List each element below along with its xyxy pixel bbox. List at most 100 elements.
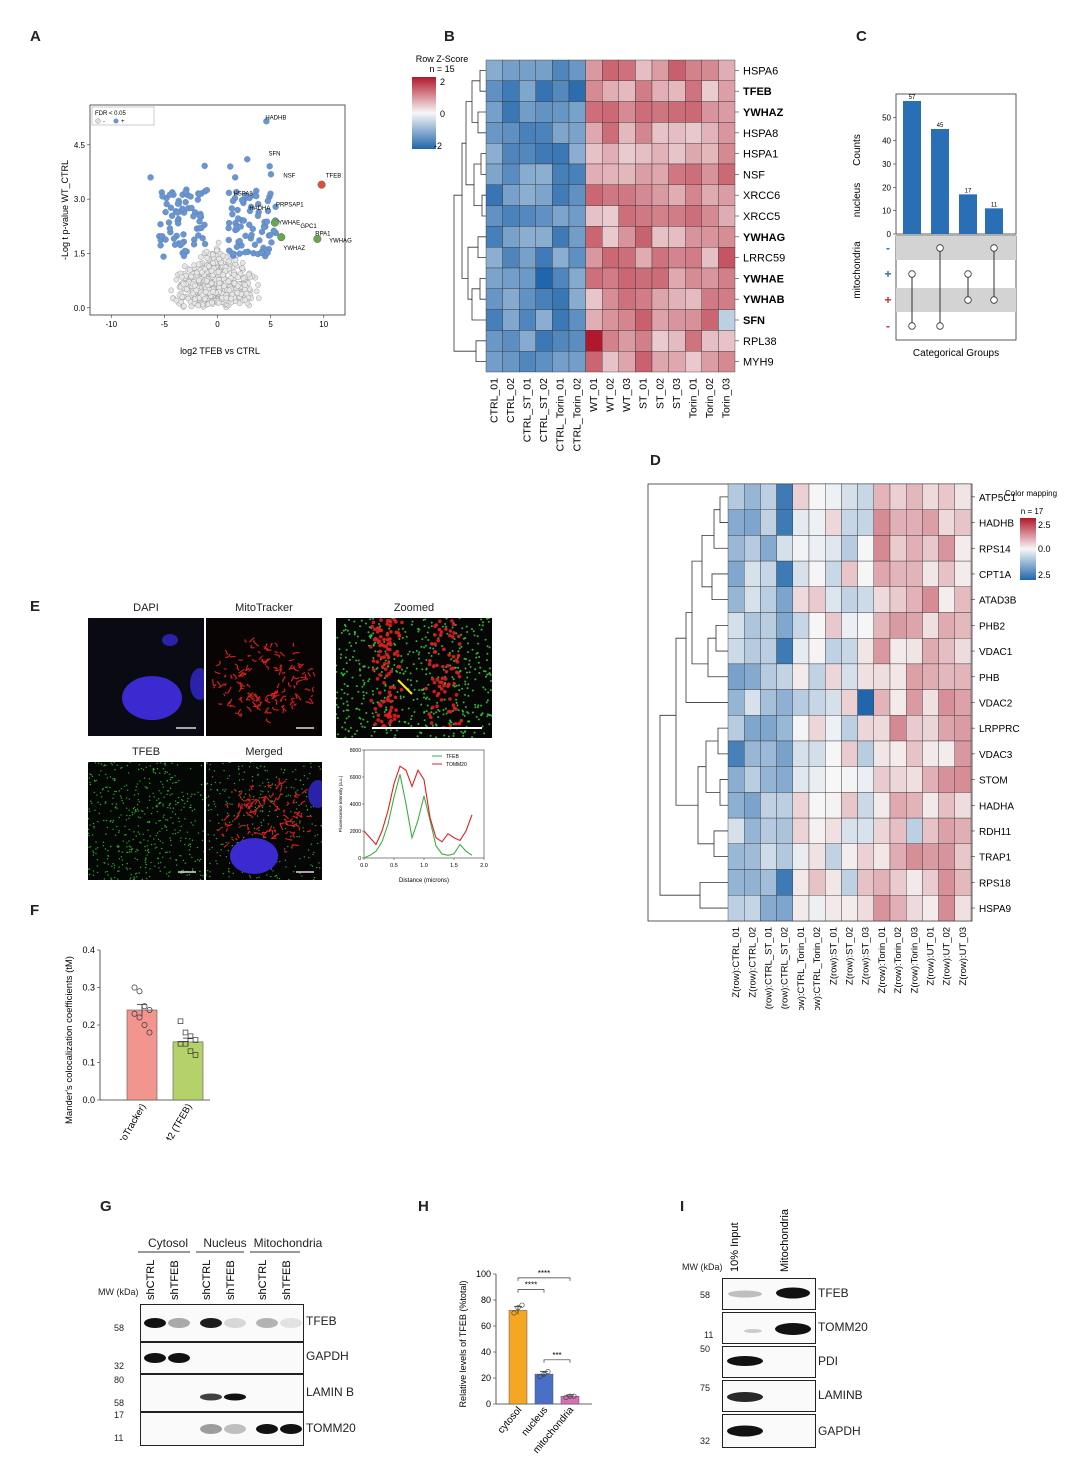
zoom-red-puncta	[375, 677, 380, 681]
heatmap-b-cell	[618, 226, 636, 248]
merged-green-puncta	[273, 826, 275, 829]
profile-line-marker	[397, 679, 413, 695]
zoom-green-puncta	[422, 696, 425, 699]
tfeb-puncta	[113, 761, 115, 764]
zoom-red-puncta	[378, 672, 382, 677]
mito-filament	[244, 639, 248, 643]
heatmap-b-cell	[552, 142, 570, 165]
volcano-point-ns	[231, 280, 238, 287]
volcano-legend-minus: -	[103, 119, 105, 125]
tfeb-puncta	[157, 862, 160, 864]
zoom-green-puncta	[458, 689, 461, 692]
zoom-red-puncta	[433, 624, 437, 628]
zoom-green-puncta	[410, 714, 413, 717]
heatmap-d-row-label: RPS14	[979, 544, 1011, 555]
zoom-red-puncta	[446, 663, 450, 668]
merged-red-filament	[300, 812, 303, 818]
tfeb-puncta	[162, 803, 164, 805]
line-profile-y-label: Fluorescence intensity (a.u.)	[338, 775, 343, 832]
heatmap-b-cell	[502, 142, 520, 165]
merged-red-filament	[233, 815, 239, 821]
heatmap-d-cell	[792, 792, 810, 819]
heatmap-b-dendro-branch	[467, 246, 478, 300]
merged-green-puncta	[225, 788, 227, 791]
zoom-green-puncta	[415, 649, 418, 652]
heatmap-d-cell	[906, 637, 923, 665]
merged-red-filament	[223, 814, 230, 822]
tfeb-puncta	[153, 838, 155, 840]
heatmap-d-cell	[727, 560, 745, 587]
merged-green-puncta	[313, 876, 316, 879]
tfeb-puncta	[158, 867, 160, 869]
zoom-red-puncta	[457, 642, 462, 646]
volcano-point-ns	[202, 289, 209, 295]
heatmap-b-cell	[635, 205, 653, 227]
merged-green-puncta	[256, 807, 259, 809]
heatmap-b-cell	[485, 246, 503, 269]
merged-red-filament	[238, 791, 243, 797]
tfeb-puncta	[112, 778, 114, 780]
tfeb-puncta	[199, 870, 201, 873]
volcano-point-sig	[168, 212, 176, 219]
merged-green-puncta	[221, 819, 223, 821]
tfeb-puncta	[128, 817, 130, 820]
merged-green-puncta	[256, 815, 259, 817]
zoom-red-puncta	[375, 630, 380, 634]
heatmap-b-cell	[601, 267, 619, 289]
upset-x-label: Categorical Groups	[913, 348, 999, 359]
heatmap-b-cell	[718, 142, 736, 165]
tfeb-puncta	[105, 819, 108, 822]
heatmap-b-dendro-branch	[471, 80, 480, 123]
heatmap-b-cell	[668, 122, 686, 144]
zoom-green-puncta	[418, 651, 421, 654]
zoom-green-puncta	[480, 618, 483, 621]
merged-red-filament	[238, 824, 244, 828]
zoom-green-puncta	[405, 635, 408, 638]
tfeb-puncta	[138, 764, 140, 766]
zoom-red-puncta	[437, 619, 442, 624]
merged-red-filament	[257, 805, 262, 808]
heatmap-d-cell	[776, 792, 794, 819]
volcano-point-ns	[221, 283, 228, 290]
heatmap-d-cell	[873, 560, 891, 587]
heatmap-b-cell	[552, 246, 570, 269]
mito-filament	[281, 706, 287, 712]
heatmap-b-cell	[585, 330, 603, 352]
tfeb-puncta	[89, 773, 91, 775]
heatmap-b-dendrogram	[453, 70, 486, 362]
mito-filament	[278, 668, 283, 676]
zoom-green-puncta	[426, 696, 429, 699]
merged-green-puncta	[262, 819, 265, 821]
heatmap-b-cell	[535, 351, 553, 373]
heatmap-d-cell	[808, 740, 826, 767]
heatmap-d-cell	[857, 792, 875, 819]
heatmap-b-row-label: RPL38	[743, 336, 777, 348]
zoom-green-puncta	[449, 664, 452, 667]
heatmap-d-cell	[824, 792, 842, 819]
tfeb-puncta	[121, 851, 123, 853]
merged-green-puncta	[228, 871, 230, 873]
volcano-point-sig	[258, 249, 265, 256]
heatmap-d-cell	[938, 663, 956, 690]
tfeb-puncta	[114, 779, 116, 781]
merged-green-puncta	[299, 872, 301, 874]
tfeb-puncta	[111, 821, 114, 824]
zoom-green-puncta	[471, 711, 474, 714]
volcano-point-sig	[225, 236, 232, 244]
zoom-green-puncta	[396, 691, 399, 694]
merged-green-puncta	[216, 814, 219, 816]
tfeb-puncta	[146, 807, 149, 809]
merged-green-puncta	[222, 872, 225, 875]
heatmap-b-cell	[552, 267, 570, 289]
zoom-green-puncta	[399, 695, 402, 698]
volcano-label-gpc1: GPC1	[300, 224, 317, 230]
blot-g-gapdh-band	[144, 1353, 166, 1363]
volcano-point-sig	[162, 236, 169, 243]
zoom-green-puncta	[362, 697, 365, 700]
tfeb-puncta	[178, 817, 180, 819]
merged-green-puncta	[222, 843, 224, 845]
heatmap-d-cell	[824, 766, 842, 793]
tfeb-puncta	[165, 826, 168, 828]
merged-green-puncta	[251, 775, 254, 778]
heatmap-d-dendro-branch	[715, 624, 728, 652]
